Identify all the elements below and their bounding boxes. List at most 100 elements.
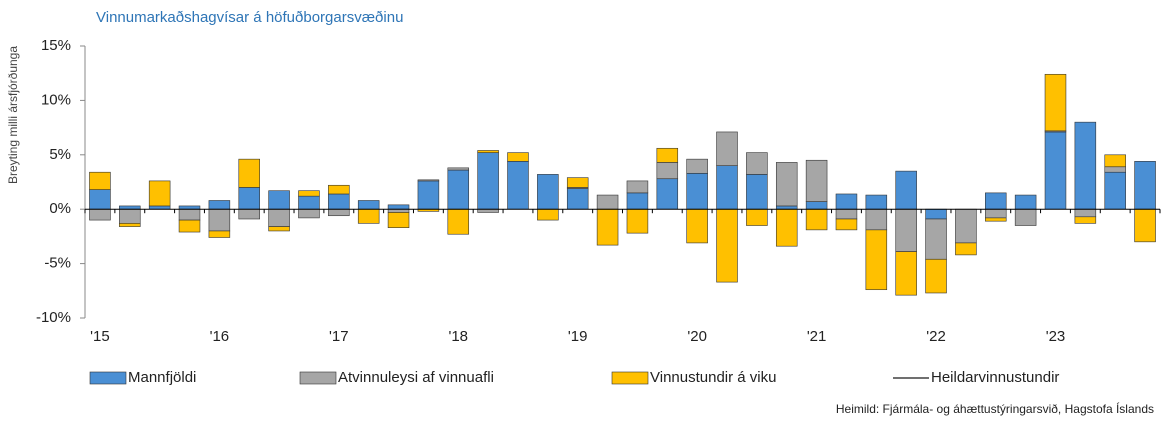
bar xyxy=(357,208,380,224)
bar xyxy=(895,170,917,210)
y-tick-label: 5% xyxy=(49,146,71,163)
bar xyxy=(716,131,738,166)
bar xyxy=(985,208,1007,219)
bar xyxy=(1044,73,1067,132)
bar xyxy=(895,208,917,252)
bar xyxy=(1074,216,1097,224)
bar xyxy=(89,208,111,221)
bar xyxy=(298,208,320,219)
bar xyxy=(1044,131,1067,210)
bar xyxy=(626,192,649,210)
source: Heimild: Fjármála- og áhættustýringarsvi… xyxy=(836,401,1154,416)
bar xyxy=(268,226,290,232)
bar xyxy=(835,193,858,210)
bar xyxy=(477,152,499,210)
bar xyxy=(955,242,977,256)
bar xyxy=(626,180,649,194)
bar xyxy=(596,208,619,246)
bar xyxy=(537,208,559,221)
bar xyxy=(1074,208,1097,218)
x-tick-label: '18 xyxy=(448,328,468,345)
bar xyxy=(148,180,171,207)
bar xyxy=(298,190,320,197)
bar xyxy=(835,218,858,231)
y-tick-label: -10% xyxy=(36,309,71,326)
bar xyxy=(686,158,708,174)
bar xyxy=(686,172,708,210)
bar xyxy=(716,208,738,283)
bar xyxy=(537,174,559,210)
bar xyxy=(746,208,768,226)
x-tick-label: '20 xyxy=(687,328,707,345)
bar xyxy=(1014,194,1037,210)
x-tick-label: '16 xyxy=(210,328,230,345)
bar xyxy=(775,208,798,247)
bar xyxy=(328,184,350,195)
bar xyxy=(686,208,708,244)
bar xyxy=(357,200,380,210)
bar xyxy=(119,208,141,224)
bar xyxy=(716,165,738,210)
bar xyxy=(268,190,290,210)
bar xyxy=(746,152,768,175)
bar xyxy=(596,194,619,210)
chart-title: Vinnumarkaðshagvísar á höfuðborgarsvæðin… xyxy=(96,9,403,26)
bar xyxy=(387,204,410,210)
bar xyxy=(417,179,440,182)
bar xyxy=(1134,161,1156,210)
bar xyxy=(925,208,947,220)
y-tick-label: -5% xyxy=(44,255,71,272)
bar xyxy=(746,174,768,210)
bar xyxy=(298,195,320,210)
bar xyxy=(238,208,260,220)
legend-label: Vinnustundir á viku xyxy=(650,369,776,386)
bar xyxy=(805,159,828,202)
x-tick-label: '23 xyxy=(1046,328,1066,345)
bar xyxy=(1104,166,1126,173)
bar xyxy=(775,162,798,207)
bar xyxy=(387,212,410,228)
bar xyxy=(507,152,529,162)
bar xyxy=(1104,171,1126,210)
bar xyxy=(178,219,201,233)
bar xyxy=(417,180,440,210)
legend-label: Heildarvinnustundir xyxy=(931,369,1059,386)
bar xyxy=(895,251,917,296)
x-tick-label: '22 xyxy=(926,328,946,345)
x-tick-label: '19 xyxy=(568,328,588,345)
bar xyxy=(238,187,260,210)
bar xyxy=(328,208,350,217)
y-tick-label: 15% xyxy=(41,37,71,54)
bar xyxy=(985,192,1007,210)
y-axis-label: Breyting milli ársfjórðunga xyxy=(6,46,20,184)
bar xyxy=(835,208,858,220)
bar xyxy=(925,218,947,260)
bar xyxy=(89,171,111,190)
bar xyxy=(656,147,679,163)
legend-label: Mannfjöldi xyxy=(128,369,196,386)
bar xyxy=(865,194,888,210)
x-tick-label: '21 xyxy=(807,328,827,345)
legend-swatch xyxy=(611,371,649,385)
bar xyxy=(477,150,499,153)
bar xyxy=(566,177,589,188)
x-tick-label: '17 xyxy=(329,328,349,345)
bar xyxy=(626,208,649,234)
bar xyxy=(119,223,141,227)
bar xyxy=(447,208,470,235)
bar xyxy=(238,158,260,188)
bar xyxy=(89,189,111,210)
bar xyxy=(865,229,888,291)
y-tick-label: 10% xyxy=(41,91,71,108)
bar xyxy=(507,161,529,210)
bar xyxy=(1074,121,1097,210)
bar xyxy=(566,188,589,210)
bar xyxy=(447,169,470,210)
bar xyxy=(208,230,231,238)
legend-swatch xyxy=(89,371,127,385)
bar xyxy=(955,208,977,244)
bar xyxy=(925,258,947,294)
bar xyxy=(656,162,679,180)
